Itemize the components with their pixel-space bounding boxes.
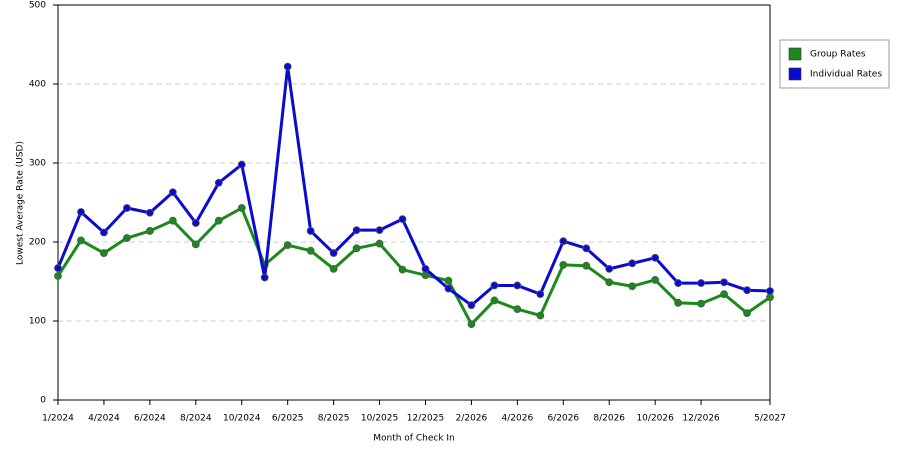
x-tick-label: 6/2025	[272, 414, 304, 424]
y-tick-label: 500	[29, 1, 46, 11]
legend-swatch	[788, 67, 802, 81]
x-tick-label: 10/2026	[636, 414, 674, 424]
data-point	[490, 281, 499, 290]
data-point	[536, 290, 545, 299]
data-point	[260, 273, 269, 282]
data-point	[582, 261, 591, 270]
data-point	[697, 279, 705, 287]
data-point	[651, 276, 660, 284]
data-point	[77, 208, 85, 216]
x-tick-label: 12/2025	[407, 414, 444, 424]
data-point	[283, 62, 292, 71]
data-point	[467, 320, 476, 329]
data-point	[720, 290, 728, 299]
legend-label: Individual Rates	[810, 70, 882, 80]
data-point	[513, 281, 522, 290]
x-tick-label: 10/2024	[223, 414, 261, 424]
x-tick-label: 6/2024	[134, 414, 166, 424]
data-point	[237, 160, 246, 169]
data-point	[145, 208, 154, 217]
data-point	[283, 241, 292, 250]
data-point	[100, 228, 108, 237]
data-point	[766, 287, 774, 295]
x-tick-label: 1/2024	[42, 414, 74, 424]
data-point	[559, 261, 568, 269]
data-point	[628, 259, 637, 268]
data-point	[720, 278, 728, 287]
data-point	[375, 226, 384, 235]
data-point	[490, 296, 499, 305]
plot-frame	[57, 4, 771, 401]
series-line	[56, 206, 771, 326]
data-point	[375, 239, 384, 248]
x-tick-label: 8/2026	[593, 414, 625, 424]
data-point	[329, 264, 338, 273]
data-point	[421, 264, 430, 273]
y-tick-label: 100	[29, 317, 46, 327]
data-point	[444, 284, 453, 293]
x-axis-title: Month of Check In	[373, 434, 455, 444]
data-point	[237, 204, 246, 212]
data-point	[54, 264, 62, 272]
data-point	[352, 244, 361, 253]
y-tick-label: 0	[40, 396, 46, 406]
data-point	[743, 286, 751, 295]
y-axis-title: Lowest Average Rate (USD)	[16, 141, 26, 265]
data-point	[214, 178, 223, 187]
data-point	[444, 276, 453, 285]
data-point	[191, 219, 200, 227]
data-point	[123, 234, 131, 242]
data-point	[467, 301, 476, 310]
data-point	[329, 249, 338, 257]
data-point	[605, 278, 614, 287]
data-point	[651, 253, 660, 262]
data-point	[214, 216, 223, 225]
series-line	[56, 65, 771, 307]
data-point	[306, 246, 315, 255]
data-point	[605, 264, 614, 273]
data-point	[54, 272, 62, 280]
data-point	[168, 216, 177, 225]
data-point	[628, 282, 637, 291]
legend-swatch	[788, 47, 802, 61]
data-point	[743, 309, 751, 318]
data-point	[168, 188, 177, 197]
data-point	[306, 227, 315, 235]
x-tick-label: 10/2025	[361, 414, 398, 424]
x-tick-label: 8/2025	[318, 414, 350, 424]
data-point	[398, 215, 407, 223]
legend-label: Group Rates	[810, 50, 866, 60]
y-tick-label: 300	[29, 159, 46, 169]
data-point	[559, 237, 568, 246]
data-point	[100, 249, 108, 257]
x-tick-label: 5/2027	[754, 414, 786, 424]
x-tick-label: 6/2026	[547, 414, 579, 424]
data-point	[77, 236, 85, 245]
x-tick-label: 2/2026	[456, 414, 488, 424]
data-point	[398, 265, 407, 274]
x-tick-label: 12/2026	[682, 414, 720, 424]
data-point	[352, 226, 361, 235]
data-point	[536, 311, 545, 320]
x-tick-label: 4/2026	[502, 414, 534, 424]
data-point	[123, 204, 131, 212]
data-point	[697, 299, 705, 308]
data-point	[674, 279, 683, 287]
data-point	[674, 298, 683, 307]
y-tick-label: 200	[29, 238, 46, 248]
legend-box	[779, 39, 890, 89]
data-point	[582, 244, 591, 253]
data-point	[145, 227, 154, 235]
x-tick-label: 4/2024	[88, 414, 120, 424]
y-tick-label: 400	[29, 80, 46, 90]
data-point	[513, 305, 522, 314]
data-point	[191, 240, 200, 249]
x-tick-label: 8/2024	[180, 414, 212, 424]
